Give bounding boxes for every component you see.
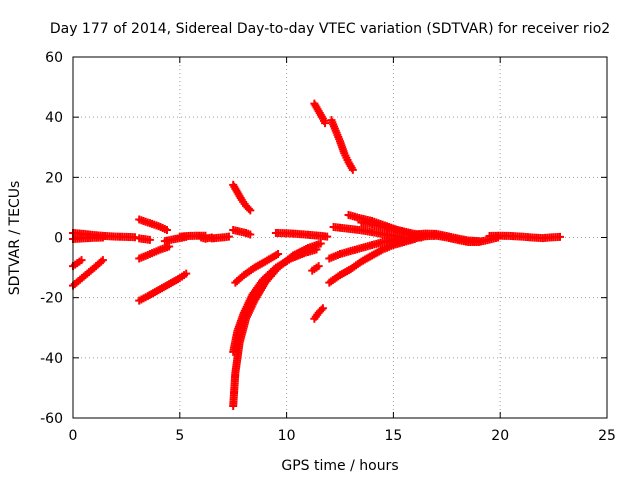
data-point — [321, 119, 330, 128]
series-arc-04 — [69, 256, 107, 290]
y-tick-label: 0 — [54, 231, 63, 247]
data-point — [145, 235, 154, 244]
data-point — [98, 233, 107, 242]
data-points — [69, 99, 565, 410]
series-arc-05 — [135, 269, 191, 305]
series-arc-16 — [229, 180, 255, 215]
y-tick-label: 20 — [45, 170, 63, 186]
x-axis-label: GPS time / hours — [281, 458, 398, 474]
data-point — [246, 206, 255, 215]
series-arc-06 — [135, 242, 174, 263]
data-point — [317, 305, 326, 314]
x-tick-label: 5 — [175, 428, 184, 444]
y-axis-label: SDTVAR / TECUs — [7, 181, 23, 296]
x-tick-label: 0 — [69, 428, 78, 444]
series-arc-03 — [69, 256, 86, 271]
series-arc-17 — [229, 225, 255, 239]
series-arc-30 — [485, 231, 565, 243]
data-point — [77, 256, 86, 265]
series-arc-25 — [329, 222, 402, 240]
series-arc-20 — [327, 116, 357, 174]
series-arc-02 — [69, 233, 107, 244]
data-point — [274, 250, 283, 259]
x-tick-label: 10 — [278, 428, 296, 444]
data-point — [162, 225, 171, 234]
data-point — [182, 269, 191, 278]
data-point — [98, 256, 107, 265]
data-point — [244, 204, 253, 213]
y-tick-label: -60 — [40, 411, 63, 427]
data-point — [246, 230, 255, 239]
series-arc-12 — [207, 232, 233, 243]
series-arc-22 — [308, 262, 323, 275]
series-arc-07 — [135, 215, 171, 234]
y-tick-label: -40 — [40, 351, 63, 367]
series-arc-19 — [310, 99, 330, 128]
series-arc-15 — [231, 250, 283, 287]
series-arc-08 — [135, 234, 154, 244]
y-tick-label: 60 — [45, 50, 63, 66]
plot-frame — [72, 56, 608, 419]
grid — [73, 57, 607, 418]
y-tick-label: -20 — [40, 291, 63, 307]
series-arc-14 — [229, 245, 321, 356]
data-point — [348, 165, 357, 174]
data-point — [316, 239, 325, 248]
series-arc-21 — [310, 304, 327, 323]
data-point — [224, 232, 233, 241]
y-tick-label: 40 — [45, 110, 63, 126]
x-tick-label: 15 — [384, 428, 402, 444]
data-point — [312, 245, 321, 254]
data-point — [323, 232, 332, 241]
data-point — [314, 262, 323, 271]
data-point — [474, 237, 483, 246]
series-arc-18 — [271, 228, 332, 241]
tick-labels: 0 5 10 15 20 25 -60 -40 -20 0 20 40 60 — [40, 50, 616, 444]
x-tick-label: 25 — [598, 428, 616, 444]
series-arc-29 — [410, 229, 483, 246]
chart-title: Day 177 of 2014, Sidereal Day-to-day VTE… — [50, 21, 610, 37]
data-point — [130, 233, 139, 242]
x-tick-label: 20 — [491, 428, 509, 444]
data-point — [556, 232, 565, 241]
data-point — [318, 304, 327, 313]
